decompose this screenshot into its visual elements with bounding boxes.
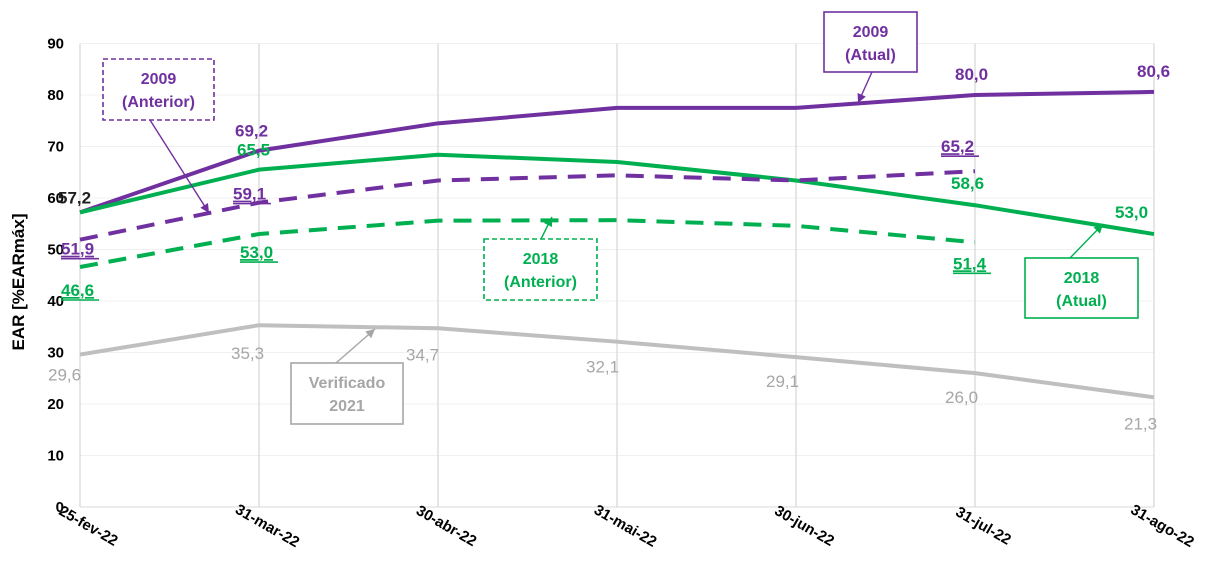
- data-label: 35,3: [231, 344, 264, 363]
- y-tick-label: 0: [56, 499, 64, 516]
- y-tick-label: 60: [47, 190, 64, 207]
- y-tick-label: 10: [47, 448, 64, 465]
- gridlines: [79, 43, 1155, 508]
- arrowhead-icon: [365, 329, 375, 339]
- data-label: 69,2: [235, 122, 268, 141]
- data-label: 29,6: [48, 366, 81, 385]
- series-lines: [79, 89, 1155, 400]
- data-label: 57,2: [58, 188, 91, 207]
- series-line: [79, 323, 1155, 400]
- data-label: 51,9: [61, 240, 94, 259]
- arrowhead-icon: [543, 217, 552, 228]
- x-tick-label: 30-jun-22: [771, 502, 837, 550]
- series-line: [79, 152, 1155, 237]
- series-line: [79, 89, 1155, 215]
- series-line: [79, 169, 976, 242]
- x-tick-label: 31-ago-22: [1128, 501, 1197, 551]
- x-tick-label: 31-mai-22: [591, 501, 659, 550]
- x-tick-label: 30-abr-22: [413, 502, 479, 550]
- y-tick-label: 50: [47, 242, 64, 259]
- data-label: 32,1: [586, 358, 619, 377]
- callout-line2: (Anterior): [504, 274, 577, 291]
- data-label: 46,6: [61, 281, 94, 300]
- callout-line1: 2009: [853, 24, 889, 41]
- y-tick-label: 80: [47, 87, 64, 104]
- callout-verificado-2021: Verificado 2021: [290, 328, 404, 425]
- data-label: 65,5: [237, 141, 270, 160]
- arrowhead-icon: [200, 202, 209, 213]
- data-label: 53,0: [1115, 203, 1148, 222]
- callout-box: [1024, 257, 1139, 319]
- data-label: 34,7: [406, 345, 439, 364]
- y-tick-label: 40: [47, 293, 64, 310]
- callout-line1: 2009: [141, 71, 177, 88]
- callout-box: [290, 362, 404, 425]
- y-tick-label: 20: [47, 396, 64, 413]
- callout-box: [823, 11, 918, 73]
- callout-line2: 2021: [329, 398, 365, 415]
- y-axis-ticks: 0 10 20 30 40 50 60 70 80 90: [47, 36, 64, 517]
- callout-arrow: [149, 119, 210, 214]
- data-label: 65,2: [941, 137, 974, 156]
- x-tick-label: 25-fev-22: [56, 502, 121, 549]
- y-tick-label: 30: [47, 345, 64, 362]
- callout-2018-anterior: 2018 (Anterior): [483, 216, 598, 301]
- arrowhead-icon: [857, 92, 866, 103]
- arrowhead-icon: [1093, 224, 1103, 234]
- callout-line2: (Atual): [845, 47, 896, 64]
- callout-line2: (Anterior): [122, 94, 195, 111]
- data-label: 29,1: [766, 372, 799, 391]
- callout-box: [483, 238, 598, 301]
- data-label: 53,0: [240, 243, 273, 262]
- data-labels: 57,2 69,2 80,0 80,6 65,5 58,6 53,0 51,9 59,1 65,2…: [48, 62, 1170, 433]
- callout-line2: (Atual): [1056, 293, 1107, 310]
- data-label: 26,0: [945, 388, 978, 407]
- callout-line1: 2018: [1064, 270, 1100, 287]
- x-tick-label: 31-jul-22: [953, 504, 1014, 549]
- data-label: 59,1: [233, 185, 266, 204]
- callout-box: [102, 58, 215, 121]
- callout-2009-anterior: 2009 (Anterior): [102, 58, 215, 214]
- callout-line1: Verificado: [309, 375, 386, 392]
- y-tick-label: 70: [47, 139, 64, 156]
- y-tick-label: 90: [47, 36, 64, 53]
- callout-2018-atual: 2018 (Atual): [1024, 223, 1139, 319]
- x-tick-label: 31-mar-22: [232, 501, 302, 551]
- data-label: 51,4: [953, 254, 987, 273]
- x-axis-ticks: 25-fev-22 31-mar-22 30-abr-22 31-mai-22 30-j…: [56, 501, 1197, 551]
- data-label: 21,3: [1124, 414, 1157, 433]
- data-label: 80,0: [955, 65, 988, 84]
- data-label: 80,6: [1137, 62, 1170, 81]
- y-axis-title: EAR [%EARmáx]: [9, 214, 28, 351]
- callout-line1: 2018: [523, 251, 559, 268]
- callouts: 2009(Atual)2009(Anterior)2018(Anterior) 2…: [102, 11, 1139, 425]
- data-label: 58,6: [951, 174, 984, 193]
- callout-2009-atual: 2009 (Atual): [823, 11, 918, 104]
- series-line: [79, 218, 976, 269]
